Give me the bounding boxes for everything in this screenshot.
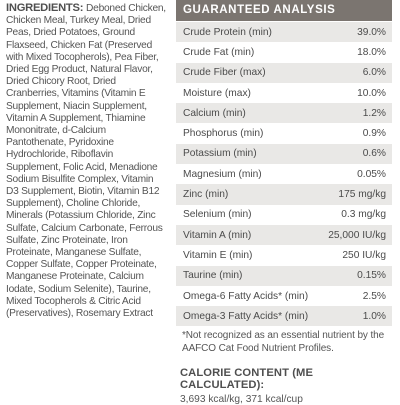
- nutrient-row: Moisture (max) 10.0%: [176, 83, 392, 103]
- nutrient-row: Crude Fiber (max) 6.0%: [176, 62, 392, 83]
- nutrient-value: 6.0%: [362, 67, 386, 79]
- nutrient-label: Taurine (min): [183, 270, 243, 282]
- nutrient-label: Calcium (min): [183, 107, 246, 119]
- nutrient-label: Crude Protein (min): [183, 26, 272, 38]
- nutrient-value: 1.0%: [362, 310, 386, 322]
- nutrient-row: Magnesium (min) 0.05%: [176, 164, 392, 184]
- nutrient-value: 25,000 IU/kg: [328, 229, 386, 241]
- nutrient-row: Crude Protein (min) 39.0%: [176, 22, 392, 43]
- nutrient-value: 39.0%: [357, 26, 386, 38]
- aafco-footnote: *Not recognized as an essential nutrient…: [182, 330, 385, 354]
- nutrient-label: Vitamin E (min): [183, 249, 253, 261]
- nutrient-value: 2.5%: [362, 290, 386, 302]
- nutrient-row: Calcium (min) 1.2%: [176, 103, 392, 124]
- analysis-table: Crude Protein (min) 39.0% Crude Fat (min) 1…: [176, 22, 392, 327]
- guaranteed-analysis-panel: GUARANTEED ANALYSIS Crude Protein (min) 3…: [176, 0, 392, 405]
- nutrient-value: 0.6%: [362, 148, 386, 160]
- ingredients-panel: INGREDIENTS: Deboned Chicken, Chicken Me…: [6, 2, 168, 320]
- nutrient-row: Vitamin E (min) 250 IU/kg: [176, 245, 392, 265]
- nutrient-label: Phosphorus (min): [183, 128, 264, 140]
- ingredients-list: Deboned Chicken, Chicken Meal, Turkey Me…: [6, 3, 166, 320]
- nutrient-row: Taurine (min) 0.15%: [176, 265, 392, 286]
- nutrient-label: Omega-6 Fatty Acids* (min): [183, 290, 309, 302]
- nutrient-value: 0.9%: [362, 128, 386, 140]
- nutrient-row: Zinc (min) 175 mg/kg: [176, 184, 392, 205]
- nutrient-row: Potassium (min) 0.6%: [176, 143, 392, 165]
- guaranteed-analysis-title: GUARANTEED ANALYSIS: [176, 0, 392, 21]
- nutrient-value: 1.2%: [362, 107, 386, 119]
- nutrient-label: Crude Fat (min): [183, 46, 255, 58]
- nutrient-value: 175 mg/kg: [338, 189, 386, 201]
- nutrient-row: Vitamin A (min) 25,000 IU/kg: [176, 224, 392, 246]
- nutrient-label: Potassium (min): [183, 148, 257, 160]
- nutrient-label: Zinc (min): [183, 189, 229, 201]
- nutrient-value: 10.0%: [357, 87, 386, 99]
- nutrient-value: 250 IU/kg: [342, 249, 386, 261]
- nutrient-label: Magnesium (min): [183, 168, 262, 180]
- nutrient-value: 0.3 mg/kg: [341, 209, 386, 221]
- nutrient-value: 0.05%: [357, 168, 386, 180]
- ingredients-title: INGREDIENTS:: [6, 2, 87, 14]
- nutrient-label: Moisture (max): [183, 87, 251, 99]
- nutrient-row: Crude Fat (min) 18.0%: [176, 42, 392, 62]
- nutrient-label: Omega-3 Fatty Acids* (min): [183, 310, 309, 322]
- nutrient-row: Omega-6 Fatty Acids* (min) 2.5%: [176, 286, 392, 306]
- nutrient-label: Selenium (min): [183, 209, 252, 221]
- nutrient-value: 0.15%: [357, 270, 386, 282]
- nutrient-value: 18.0%: [357, 46, 386, 58]
- nutrient-label: Crude Fiber (max): [183, 67, 266, 79]
- nutrient-row: Omega-3 Fatty Acids* (min) 1.0%: [176, 306, 392, 327]
- calorie-content-title: CALORIE CONTENT (ME CALCULATED):: [180, 366, 314, 391]
- calorie-content-value: 3,693 kcal/kg, 371 kcal/cup: [180, 393, 303, 405]
- nutrient-label: Vitamin A (min): [183, 229, 252, 241]
- nutrient-row: Phosphorus (min) 0.9%: [176, 123, 392, 143]
- nutrient-row: Selenium (min) 0.3 mg/kg: [176, 205, 392, 225]
